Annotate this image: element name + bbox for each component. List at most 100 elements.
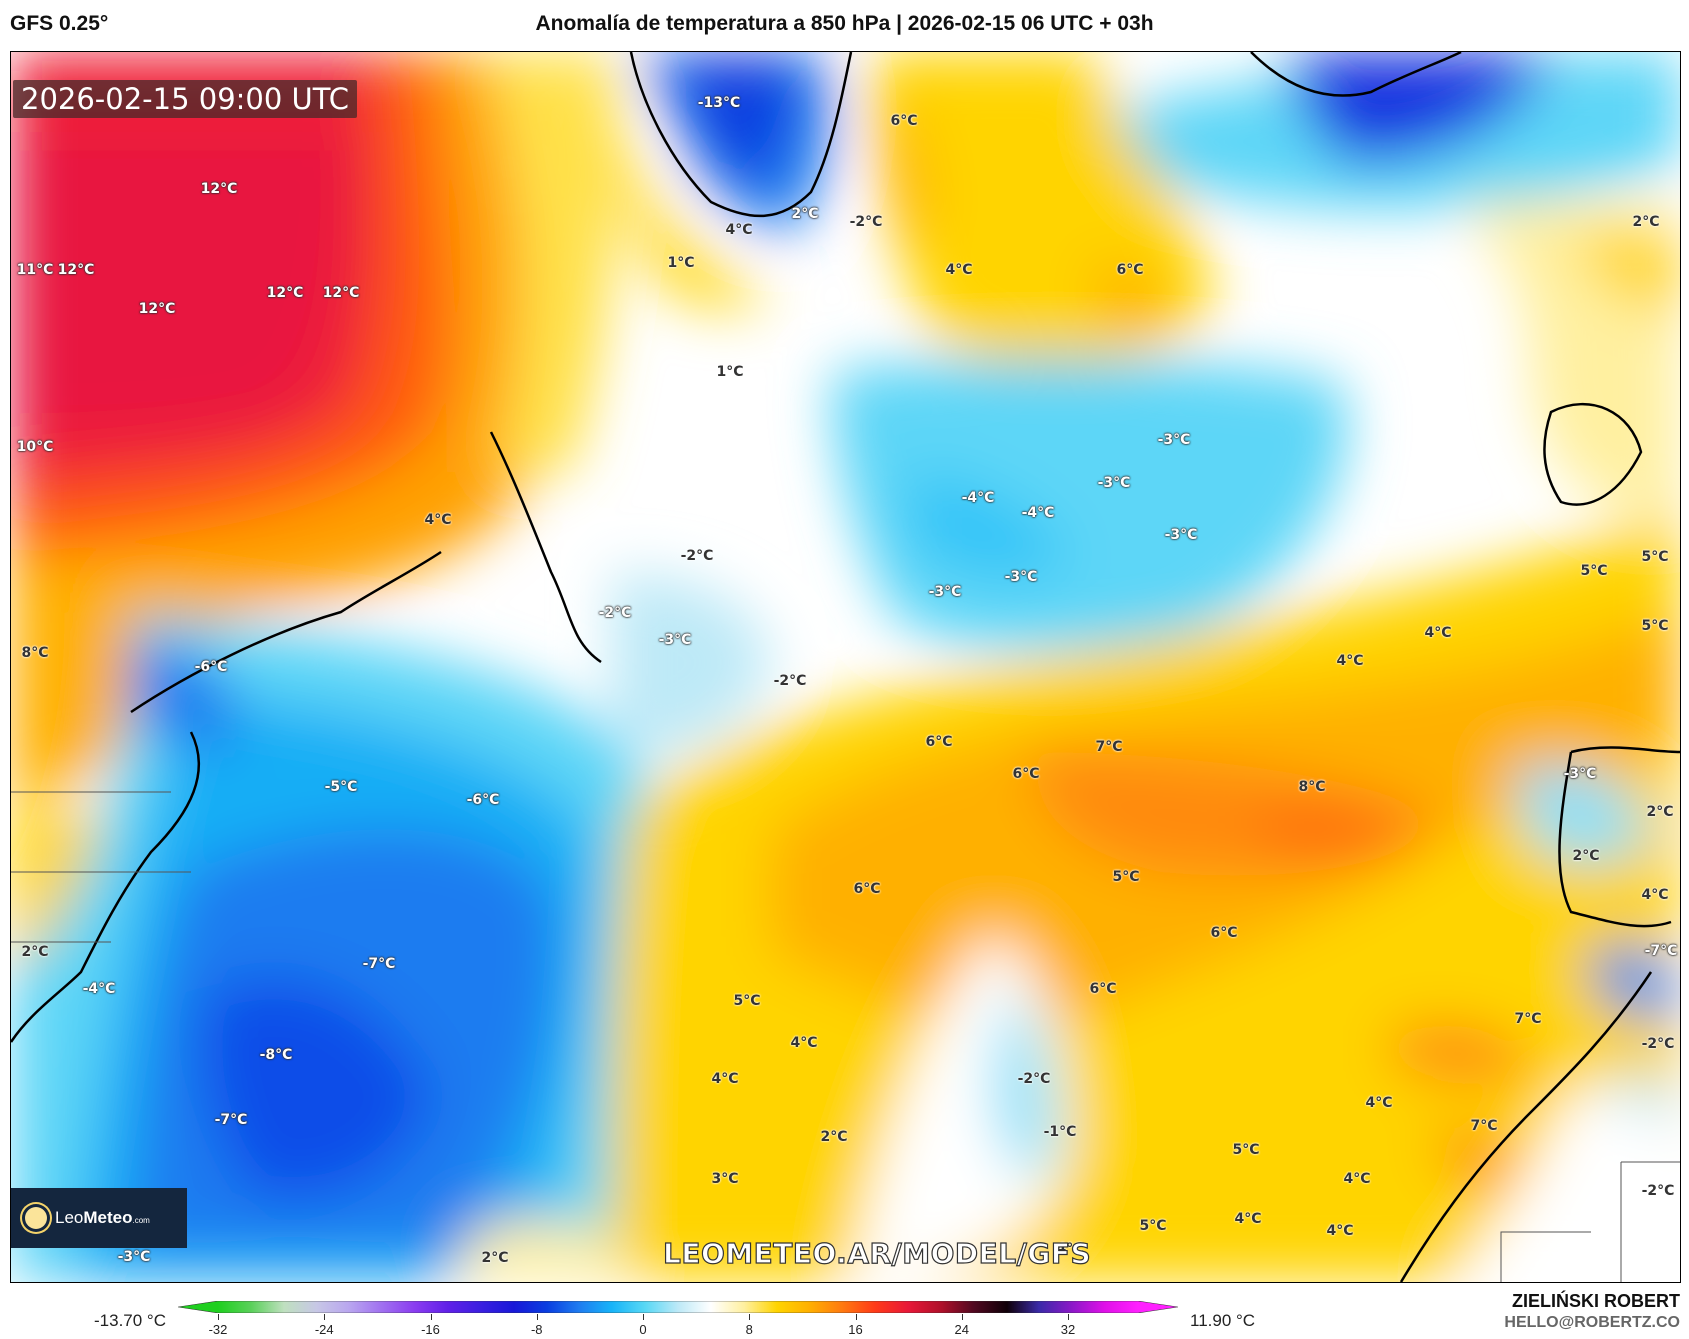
isotherm-label: 8°C [21,645,49,661]
isotherm-label: 2°C [481,1250,509,1266]
colorbar-min-value: -13.70 °C [94,1311,167,1330]
isotherm-label: 4°C [1424,625,1452,641]
isotherm-label: -7°C [1644,943,1678,959]
isotherm-label: -6°C [194,659,228,675]
isotherm-label: 4°C [1641,887,1669,903]
isotherm-label: 11°C [16,262,54,278]
leometeo-logo: LeoMeteo.com [11,1188,187,1248]
isotherm-label: 4°C [1365,1095,1393,1111]
colorbar-tick [430,1314,432,1320]
isotherm-label: -6°C [466,792,500,808]
isotherm-label: 4°C [1343,1171,1371,1187]
isotherm-label: 6°C [1089,981,1117,997]
isotherm-label: -7°C [214,1112,248,1128]
chart-title: Anomalía de temperatura a 850 hPa | 2026… [535,12,1154,35]
colorbar-tick-label: 16 [848,1322,863,1337]
isotherm-label: 4°C [1336,653,1364,669]
temperature-field [11,52,1680,1282]
isotherm-label: 4°C [945,262,973,278]
valid-time-badge: 2026-02-15 09:00 UTC [13,80,358,118]
isotherm-label: 4°C [1056,1241,1084,1257]
isotherm-label: 6°C [890,113,918,129]
isotherm-label: 7°C [1470,1118,1498,1134]
isotherm-label: 5°C [1112,869,1140,885]
isotherm-label: 12°C [200,181,238,197]
logo-prefix: Leo [55,1208,84,1227]
watermark: LEOMETEO.AR/MODEL/GFS [662,1236,1092,1270]
isotherm-label: 4°C [424,512,452,528]
isotherm-label: 5°C [1139,1218,1167,1234]
isotherm-label: -5°C [324,779,358,795]
isotherm-label: -8°C [259,1047,293,1063]
colorbar-tick-label: 32 [1060,1322,1076,1337]
colorbar-tick [536,1314,538,1320]
isotherm-label: 4°C [711,1071,739,1087]
colorbar-max-value: 11.90 °C [1190,1311,1256,1330]
isotherm-label: 6°C [1116,262,1144,278]
isotherm-label: -3°C [117,1249,151,1265]
isotherm-label: 4°C [725,222,753,238]
isotherm-label: -4°C [82,981,116,997]
isotherm-label: 10°C [16,439,54,455]
isotherm-label: 5°C [1580,563,1608,579]
logo-bold: Meteo [83,1208,133,1227]
isotherm-label: 12°C [57,262,95,278]
isotherm-label: 2°C [1632,214,1660,230]
isotherm-label: 6°C [1210,925,1238,941]
colorbar-tick-label: 8 [745,1322,753,1337]
isotherm-label: -3°C [1004,569,1038,585]
anomaly-map: 2026-02-15 09:00 UTC 12°C 11°C 12°C 12°C 12°… [10,51,1681,1283]
colorbar-tick-label: -32 [208,1322,228,1337]
logo-suffix: .com [132,1216,150,1225]
colorbar-tick-label: -24 [314,1322,334,1337]
isotherm-label: -1°C [1043,1124,1077,1140]
isotherm-label: 5°C [1232,1142,1260,1158]
isotherm-label: -3°C [658,632,692,648]
isotherm-label: 5°C [1641,618,1669,634]
isotherm-label: -3°C [928,584,962,600]
isotherm-label: -3°C [1157,432,1191,448]
isotherm-label: 2°C [1572,848,1600,864]
isotherm-label: 6°C [853,881,881,897]
colorbar-tick-label: -16 [421,1322,440,1337]
isotherm-label: 6°C [1012,766,1040,782]
colorbar-tick [855,1314,857,1320]
isotherm-label: 4°C [1326,1223,1354,1239]
colorbar-tick-label: 24 [954,1322,969,1337]
isotherm-label: 6°C [925,734,953,750]
sun-icon [25,1207,47,1229]
colorbar-tick [1068,1314,1069,1320]
isotherm-label: 2°C [1646,804,1674,820]
isotherm-label: -13°C [697,95,741,111]
isotherm-label: -2°C [1641,1183,1675,1199]
isotherm-label: -2°C [849,214,883,230]
isotherm-label: 2°C [21,944,49,960]
isotherm-label: 5°C [733,993,761,1009]
isotherm-label: -3°C [1164,527,1198,543]
isotherm-label: -3°C [1097,475,1131,491]
isotherm-label: -3°C [1563,766,1597,782]
isotherm-label: 2°C [820,1129,848,1145]
colorbar-tick [218,1314,219,1320]
isotherm-label: 4°C [1234,1211,1262,1227]
isotherm-label: 1°C [716,364,744,380]
colorbar-tick [324,1314,326,1320]
isotherm-label: 3°C [711,1171,739,1187]
isotherm-label: -2°C [598,605,632,621]
colorbar-tick [749,1314,751,1320]
isotherm-label: -4°C [1021,505,1055,521]
isotherm-label: 12°C [266,285,304,301]
isotherm-label: 5°C [1641,549,1669,565]
isotherm-label: 1°C [667,255,695,271]
isotherm-label: -4°C [961,490,995,506]
isotherm-label: 7°C [1095,739,1123,755]
isotherm-label: 7°C [1514,1011,1542,1027]
isotherm-label: -2°C [1641,1036,1675,1052]
isotherm-label: -7°C [362,956,396,972]
colorbar-tick [643,1314,644,1320]
colorbar [178,1301,1178,1313]
author-credit: ZIELIŃSKI ROBERT [1511,1291,1680,1311]
isotherm-label: 2°C [791,206,819,222]
isotherm-label: 12°C [138,301,176,317]
colorbar-tick-label: 0 [639,1322,647,1337]
